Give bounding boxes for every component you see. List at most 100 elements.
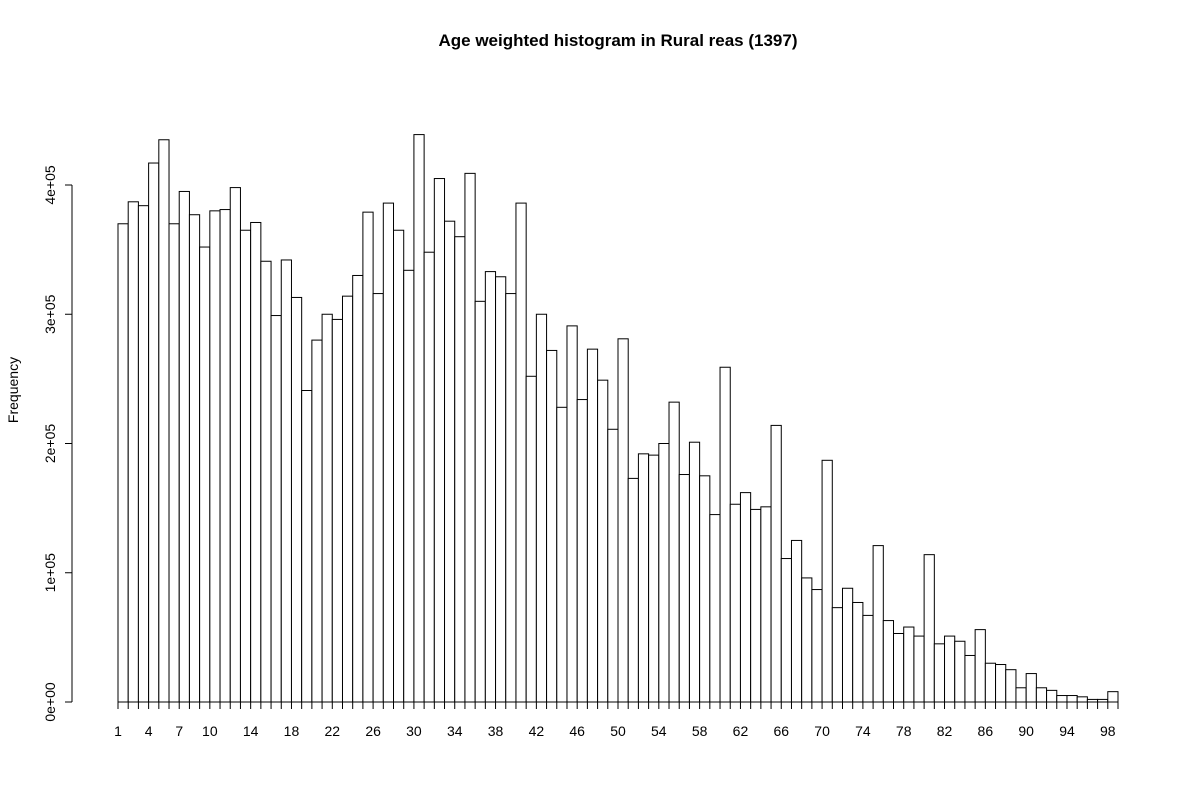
y-tick-label: 1e+05 xyxy=(42,553,58,593)
bar xyxy=(331,318,343,703)
bar xyxy=(1076,696,1088,703)
bar xyxy=(668,401,680,703)
chart-title: Age weighted histogram in Rural reas (13… xyxy=(439,31,798,50)
bar xyxy=(423,251,435,703)
bar xyxy=(372,293,384,703)
x-tick-label: 58 xyxy=(692,723,708,739)
bar xyxy=(678,474,690,703)
bar xyxy=(903,626,915,703)
bar xyxy=(474,300,486,703)
bar xyxy=(484,271,497,703)
bar xyxy=(362,211,374,703)
x-tick-label: 4 xyxy=(145,723,153,739)
x-tick-label: 62 xyxy=(733,723,749,739)
y-tick-label: 4e+05 xyxy=(42,165,58,205)
y-tick-label: 0e+00 xyxy=(42,682,58,722)
bar xyxy=(1025,673,1037,703)
bar xyxy=(444,220,456,703)
x-tick-label: 98 xyxy=(1100,723,1116,739)
bar xyxy=(260,260,272,703)
bar xyxy=(239,229,252,703)
bar xyxy=(586,348,599,703)
bar xyxy=(1005,669,1017,703)
x-tick-label: 22 xyxy=(324,723,340,739)
x-tick-label: 46 xyxy=(569,723,585,739)
bar xyxy=(760,506,772,703)
bar xyxy=(127,201,139,703)
bar xyxy=(382,202,395,703)
bar xyxy=(801,577,813,703)
bar xyxy=(821,459,833,703)
bar xyxy=(393,229,405,703)
bar xyxy=(546,349,558,703)
bar xyxy=(597,379,609,703)
bar xyxy=(403,269,415,703)
bar xyxy=(341,295,354,703)
bar xyxy=(576,399,588,703)
bar xyxy=(658,443,670,703)
bar xyxy=(137,205,150,703)
bar xyxy=(229,187,241,703)
bar xyxy=(413,134,425,703)
x-tick-label: 90 xyxy=(1018,723,1034,739)
y-tick-label: 2e+05 xyxy=(42,424,58,464)
bar xyxy=(933,643,946,703)
bar xyxy=(719,366,731,703)
bar xyxy=(944,635,956,703)
bar xyxy=(974,629,986,703)
bar xyxy=(1086,698,1099,703)
bar xyxy=(627,477,639,703)
bar xyxy=(648,454,660,703)
bar xyxy=(923,554,935,703)
bar xyxy=(290,296,303,703)
bar xyxy=(841,587,854,703)
bar xyxy=(464,172,476,703)
bar xyxy=(739,492,752,703)
x-tick-label: 66 xyxy=(773,723,789,739)
bar xyxy=(770,424,782,703)
bar xyxy=(1035,687,1048,703)
x-tick-label: 38 xyxy=(488,723,504,739)
bar xyxy=(780,558,792,703)
bar xyxy=(831,607,843,703)
x-tick-label: 82 xyxy=(937,723,953,739)
bar xyxy=(566,325,578,703)
x-tick-label: 42 xyxy=(529,723,545,739)
bar xyxy=(219,209,231,703)
bar xyxy=(995,664,1007,703)
bar xyxy=(199,246,211,703)
y-tick-label: 3e+05 xyxy=(42,294,58,334)
bar xyxy=(607,428,619,703)
x-tick-label: 34 xyxy=(447,723,463,739)
bar xyxy=(250,221,262,703)
bar xyxy=(637,453,650,703)
bar xyxy=(525,375,537,703)
x-tick-label: 10 xyxy=(202,723,218,739)
bar xyxy=(882,620,895,703)
x-tick-label: 78 xyxy=(896,723,912,739)
bar xyxy=(984,662,997,703)
bar xyxy=(270,315,282,703)
bar xyxy=(790,539,803,703)
bar xyxy=(158,139,170,703)
x-tick-label: 70 xyxy=(814,723,830,739)
bar xyxy=(280,259,292,703)
x-tick-label: 86 xyxy=(978,723,994,739)
bar xyxy=(862,614,874,703)
bar xyxy=(954,640,966,703)
bar xyxy=(188,214,201,703)
bar xyxy=(913,635,925,703)
bar xyxy=(301,390,313,703)
x-tick-label: 30 xyxy=(406,723,422,739)
bar xyxy=(699,475,711,703)
bar xyxy=(321,313,333,703)
bar xyxy=(168,223,180,703)
x-tick-label: 7 xyxy=(175,723,183,739)
bar xyxy=(178,190,190,703)
bar xyxy=(750,508,762,703)
x-tick-label: 54 xyxy=(651,723,667,739)
bar xyxy=(535,313,548,703)
bar xyxy=(964,654,976,703)
bar xyxy=(852,601,864,703)
